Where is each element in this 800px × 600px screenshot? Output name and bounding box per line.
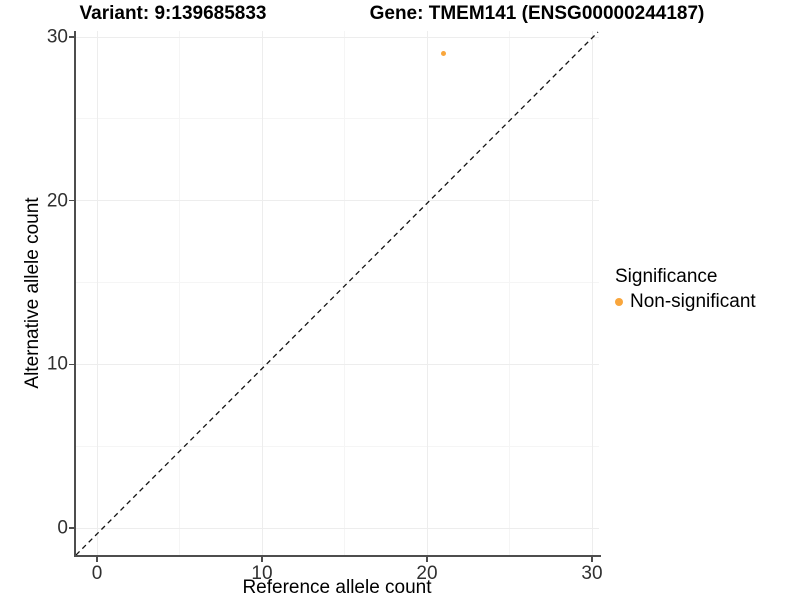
- x-tick-mark: [591, 557, 593, 562]
- variant-title: Variant: 9:139685833: [79, 3, 267, 24]
- y-axis-title: Alternative allele count: [22, 197, 43, 389]
- y-major-gridline: [76, 36, 599, 38]
- x-minor-gridline: [179, 31, 180, 555]
- y-tick-label: 20: [46, 190, 68, 212]
- x-major-gridline: [426, 31, 428, 555]
- identity-dashed-line: [76, 31, 599, 555]
- legend-item-label: Non-significant: [630, 291, 756, 312]
- x-axis-title: Reference allele count: [242, 577, 432, 598]
- x-tick-label: 30: [581, 563, 603, 584]
- data-point: [440, 50, 447, 57]
- x-tick-label: 10: [251, 563, 273, 584]
- y-minor-gridline: [76, 282, 599, 283]
- legend-point-icon: [615, 298, 623, 306]
- x-tick-mark: [261, 557, 263, 562]
- y-minor-gridline: [76, 118, 599, 120]
- y-tick-mark: [69, 527, 74, 529]
- y-tick-label: 0: [57, 517, 68, 539]
- x-major-gridline: [96, 31, 98, 555]
- x-axis-line: [74, 555, 601, 557]
- y-major-gridline: [76, 363, 599, 365]
- chart-panel: [76, 31, 599, 555]
- y-tick-mark: [69, 36, 74, 38]
- y-major-gridline: [76, 527, 599, 529]
- y-tick-label: 10: [46, 353, 68, 375]
- x-tick-label: 0: [91, 563, 103, 584]
- gene-title: Gene: TMEM141 (ENSG00000244187): [369, 3, 705, 24]
- y-tick-label: 30: [46, 26, 68, 48]
- x-minor-gridline: [344, 31, 345, 555]
- y-major-gridline: [76, 200, 599, 202]
- x-major-gridline: [591, 31, 593, 555]
- y-axis-line: [74, 31, 76, 557]
- x-minor-gridline: [509, 31, 510, 555]
- legend-title: Significance: [615, 266, 718, 287]
- x-major-gridline: [261, 31, 263, 555]
- y-tick-mark: [69, 199, 74, 202]
- x-tick-label: 20: [416, 563, 438, 584]
- y-tick-mark: [69, 363, 74, 366]
- y-minor-gridline: [76, 445, 599, 447]
- legend: Significance Non-significant: [615, 266, 756, 313]
- x-tick-mark: [426, 557, 428, 562]
- legend-item: Non-significant: [615, 291, 756, 313]
- x-tick-mark: [96, 557, 98, 562]
- identity-line-layer: [76, 31, 599, 555]
